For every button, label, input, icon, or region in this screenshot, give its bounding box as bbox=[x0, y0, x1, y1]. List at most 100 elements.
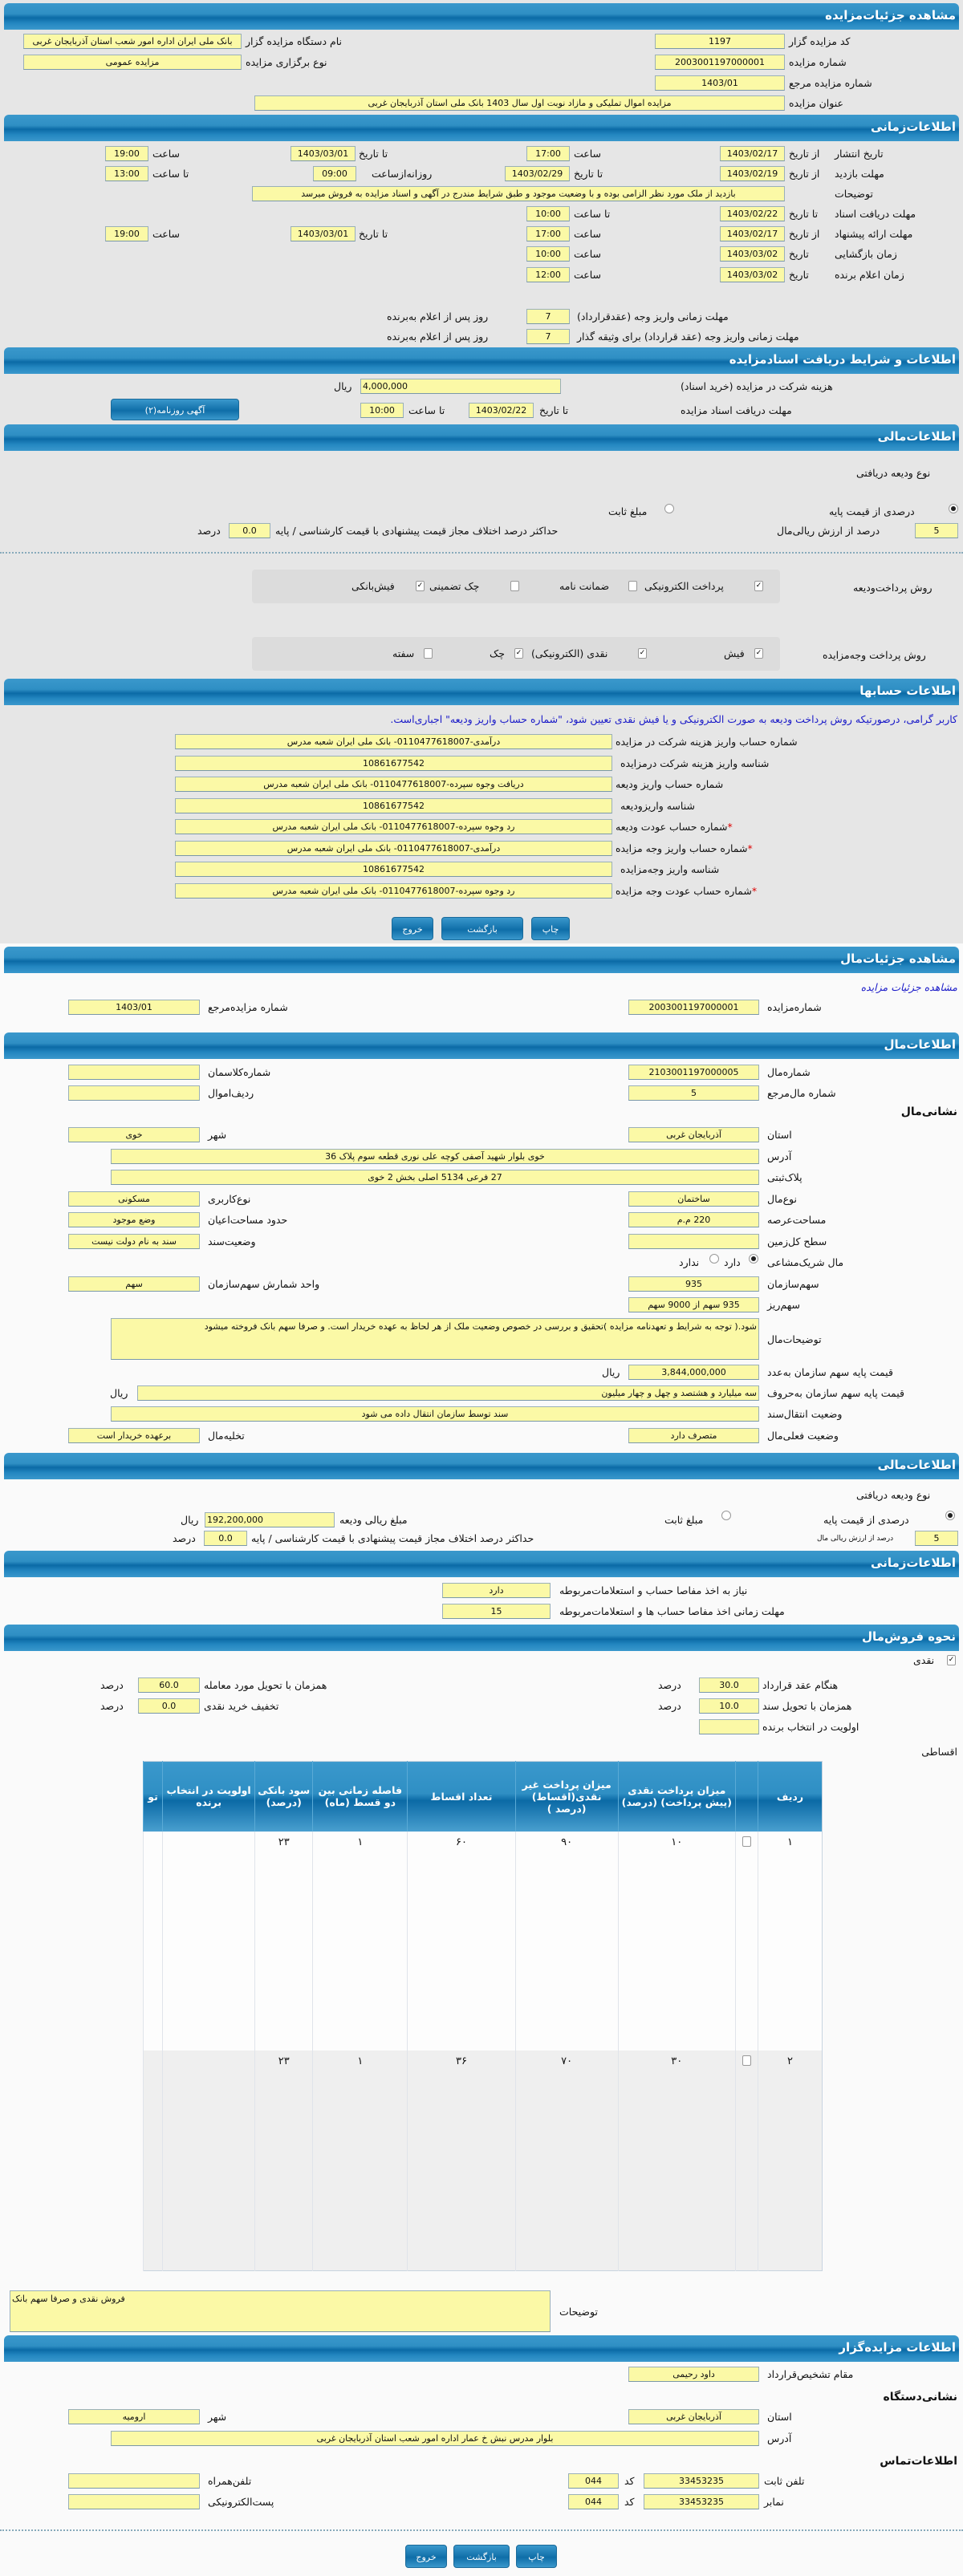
usage-field[interactable]: مسکونی bbox=[68, 1191, 200, 1207]
publish-to-date[interactable]: 1403/03/01 bbox=[291, 146, 356, 161]
share-detail-field[interactable]: 935 سهم از 9000 سهم bbox=[628, 1297, 759, 1312]
offer-to-date[interactable]: 1403/03/01 bbox=[291, 226, 356, 241]
property-number-field[interactable]: 2103001197000005 bbox=[628, 1065, 759, 1080]
docs-deadline-time[interactable]: 10:00 bbox=[360, 403, 404, 418]
auction-number-field[interactable]: 2003001197000001 bbox=[655, 55, 785, 70]
electronic-payment-checkbox[interactable] bbox=[754, 581, 763, 591]
sale-desc-field[interactable]: فروش نقدی و صرفا سهم بانک bbox=[10, 2290, 551, 2332]
opening-time[interactable]: 10:00 bbox=[526, 246, 570, 262]
clearance-days-field[interactable]: 15 bbox=[442, 1604, 551, 1619]
priority-field[interactable] bbox=[699, 1719, 759, 1734]
city-field[interactable]: خوی bbox=[68, 1127, 200, 1142]
auction-payment-account-field[interactable]: درآمدی-0110477618007- بانک ملی ایران شعب… bbox=[175, 841, 612, 856]
property-auction-number[interactable]: 2003001197000001 bbox=[628, 1000, 759, 1015]
row-checkbox[interactable] bbox=[742, 1836, 751, 1847]
print-button[interactable]: چاپ bbox=[531, 917, 570, 940]
auction-ref-field[interactable]: 1403/01 bbox=[655, 75, 785, 91]
back-button[interactable]: بازگشت bbox=[441, 917, 523, 940]
winner-date[interactable]: 1403/03/02 bbox=[720, 267, 785, 282]
receipt-checkbox[interactable] bbox=[754, 648, 763, 659]
email-field[interactable] bbox=[68, 2494, 200, 2509]
clearance-field[interactable]: دارد bbox=[442, 1583, 551, 1598]
deposit-refund-account-field[interactable]: رد وجوه سپرده-0110477618007- بانک ملی ای… bbox=[175, 819, 612, 834]
auctioneer-code-field[interactable]: 1197 bbox=[655, 34, 785, 49]
auction-type-field[interactable]: مزایده عمومی bbox=[23, 55, 242, 70]
max-diff-field[interactable]: 0.0 bbox=[229, 523, 270, 538]
publish-from-time[interactable]: 17:00 bbox=[526, 146, 570, 161]
percent-radio[interactable] bbox=[949, 504, 958, 513]
fax-code-field[interactable]: 044 bbox=[568, 2494, 619, 2509]
property-desc-field[interactable]: شود.( توجه به شرایط و تعهدنامه مزایده )ت… bbox=[111, 1318, 759, 1360]
max-diff-field[interactable]: 0.0 bbox=[204, 1531, 247, 1546]
promissory-checkbox[interactable] bbox=[424, 648, 433, 659]
guarantee-checkbox[interactable] bbox=[628, 581, 637, 591]
current-status-field[interactable]: متصرف دارد bbox=[628, 1428, 759, 1443]
deed-delivery-field[interactable]: 10.0 bbox=[699, 1698, 759, 1714]
visit-to-time[interactable]: 13:00 bbox=[105, 166, 148, 181]
org-city-field[interactable]: ارومیه bbox=[68, 2409, 200, 2424]
share-unit-field[interactable]: سهم bbox=[68, 1276, 200, 1292]
docs-to-date[interactable]: 1403/02/22 bbox=[720, 206, 785, 221]
print-button[interactable]: چاپ bbox=[516, 2545, 557, 2568]
org-province-field[interactable]: آذربایجان غربی bbox=[628, 2409, 759, 2424]
eviction-field[interactable]: برعهده خریدار است bbox=[68, 1428, 200, 1443]
deposit-percent-field[interactable]: 5 bbox=[915, 523, 958, 538]
cell-select[interactable] bbox=[734, 2050, 758, 2271]
offer-to-time[interactable]: 19:00 bbox=[105, 226, 148, 241]
province-field[interactable]: آذربایجان غربی bbox=[628, 1127, 759, 1142]
offer-from-date[interactable]: 1403/02/17 bbox=[720, 226, 785, 241]
deposit-percent-field[interactable]: 5 bbox=[915, 1531, 958, 1546]
collateral-deadline-field[interactable]: 7 bbox=[526, 329, 570, 344]
authority-field[interactable]: داود رحیمی bbox=[628, 2367, 759, 2382]
discount-field[interactable]: 0.0 bbox=[138, 1698, 200, 1714]
row-checkbox[interactable] bbox=[742, 2055, 751, 2066]
publish-to-time[interactable]: 19:00 bbox=[105, 146, 148, 161]
docs-deadline-date[interactable]: 1403/02/22 bbox=[469, 403, 534, 418]
deed-status-field[interactable]: سند به نام دولت نیست bbox=[68, 1234, 200, 1249]
area-field[interactable]: 220 م.م bbox=[628, 1212, 759, 1227]
winner-time[interactable]: 12:00 bbox=[526, 267, 570, 282]
phone-code-field[interactable]: 044 bbox=[568, 2473, 619, 2489]
transfer-status-field[interactable]: سند توسط سازمان انتقال داده می شود bbox=[111, 1406, 759, 1422]
base-price-text-field[interactable]: سه میلیارد و هشتصد و چهل و چهار میلیون bbox=[137, 1385, 759, 1401]
fee-field[interactable]: 4,000,000 bbox=[360, 379, 561, 394]
fee-id-field[interactable]: 10861677542 bbox=[175, 756, 612, 771]
fee-account-field[interactable]: درآمدی-0110477618007- بانک ملی ایران شعب… bbox=[175, 734, 612, 749]
address-field[interactable]: خوی بلوار شهید آصفی کوچه علی نوری قطعه س… bbox=[111, 1149, 759, 1164]
shared-no-radio[interactable] bbox=[709, 1254, 719, 1264]
property-ref-field[interactable]: 5 bbox=[628, 1085, 759, 1101]
docs-to-time[interactable]: 10:00 bbox=[526, 206, 570, 221]
building-area-field[interactable]: وضع موجود bbox=[68, 1212, 200, 1227]
property-row-field[interactable] bbox=[68, 1085, 200, 1101]
auction-refund-account-field[interactable]: رد وجوه سپرده-0110477618007- بانک ملی ای… bbox=[175, 883, 612, 899]
visit-from-date[interactable]: 1403/02/19 bbox=[720, 166, 785, 181]
org-share-field[interactable]: 935 bbox=[628, 1276, 759, 1292]
fax-field[interactable]: 33453235 bbox=[644, 2494, 759, 2509]
cash-checkbox[interactable] bbox=[947, 1655, 956, 1665]
class-number-field[interactable] bbox=[68, 1065, 200, 1080]
org-address-field[interactable]: بلوار مدرس نبش خ عمار اداره امور شعب است… bbox=[111, 2431, 759, 2446]
exit-button[interactable]: خروج bbox=[405, 2545, 447, 2568]
delivery-field[interactable]: 60.0 bbox=[138, 1677, 200, 1693]
payment-deadline-field[interactable]: 7 bbox=[526, 309, 570, 324]
contract-field[interactable]: 30.0 bbox=[699, 1677, 759, 1693]
land-area-field[interactable] bbox=[628, 1234, 759, 1249]
cash-electronic-checkbox[interactable] bbox=[638, 648, 647, 659]
percent-radio[interactable] bbox=[945, 1511, 955, 1520]
base-price-number-field[interactable]: 3,844,000,000 bbox=[628, 1365, 759, 1380]
shared-yes-radio[interactable] bbox=[749, 1254, 758, 1264]
plate-field[interactable]: 27 فرعی 5134 اصلی بخش 2 خوی bbox=[111, 1170, 759, 1185]
back-button[interactable]: بازگشت bbox=[453, 2545, 510, 2568]
deposit-amount-field[interactable]: 192,200,000 bbox=[205, 1512, 335, 1527]
auctioneer-name-field[interactable]: بانک ملی ایران اداره امور شعب استان آذرب… bbox=[23, 34, 242, 49]
mobile-field[interactable] bbox=[68, 2473, 200, 2489]
property-type-field[interactable]: ساختمان bbox=[628, 1191, 759, 1207]
visit-to-date[interactable]: 1403/02/29 bbox=[505, 166, 570, 181]
time-desc-field[interactable]: بازدید از ملک مورد نظر الزامی بوده و با … bbox=[252, 186, 785, 201]
auction-payment-id-field[interactable]: 10861677542 bbox=[175, 862, 612, 877]
opening-date[interactable]: 1403/03/02 bbox=[720, 246, 785, 262]
auction-details-link[interactable]: مشاهده جزئیات مزایده bbox=[860, 981, 957, 993]
bank-receipt-checkbox[interactable] bbox=[416, 581, 425, 591]
fixed-radio[interactable] bbox=[721, 1511, 731, 1520]
phone-field[interactable]: 33453235 bbox=[644, 2473, 759, 2489]
